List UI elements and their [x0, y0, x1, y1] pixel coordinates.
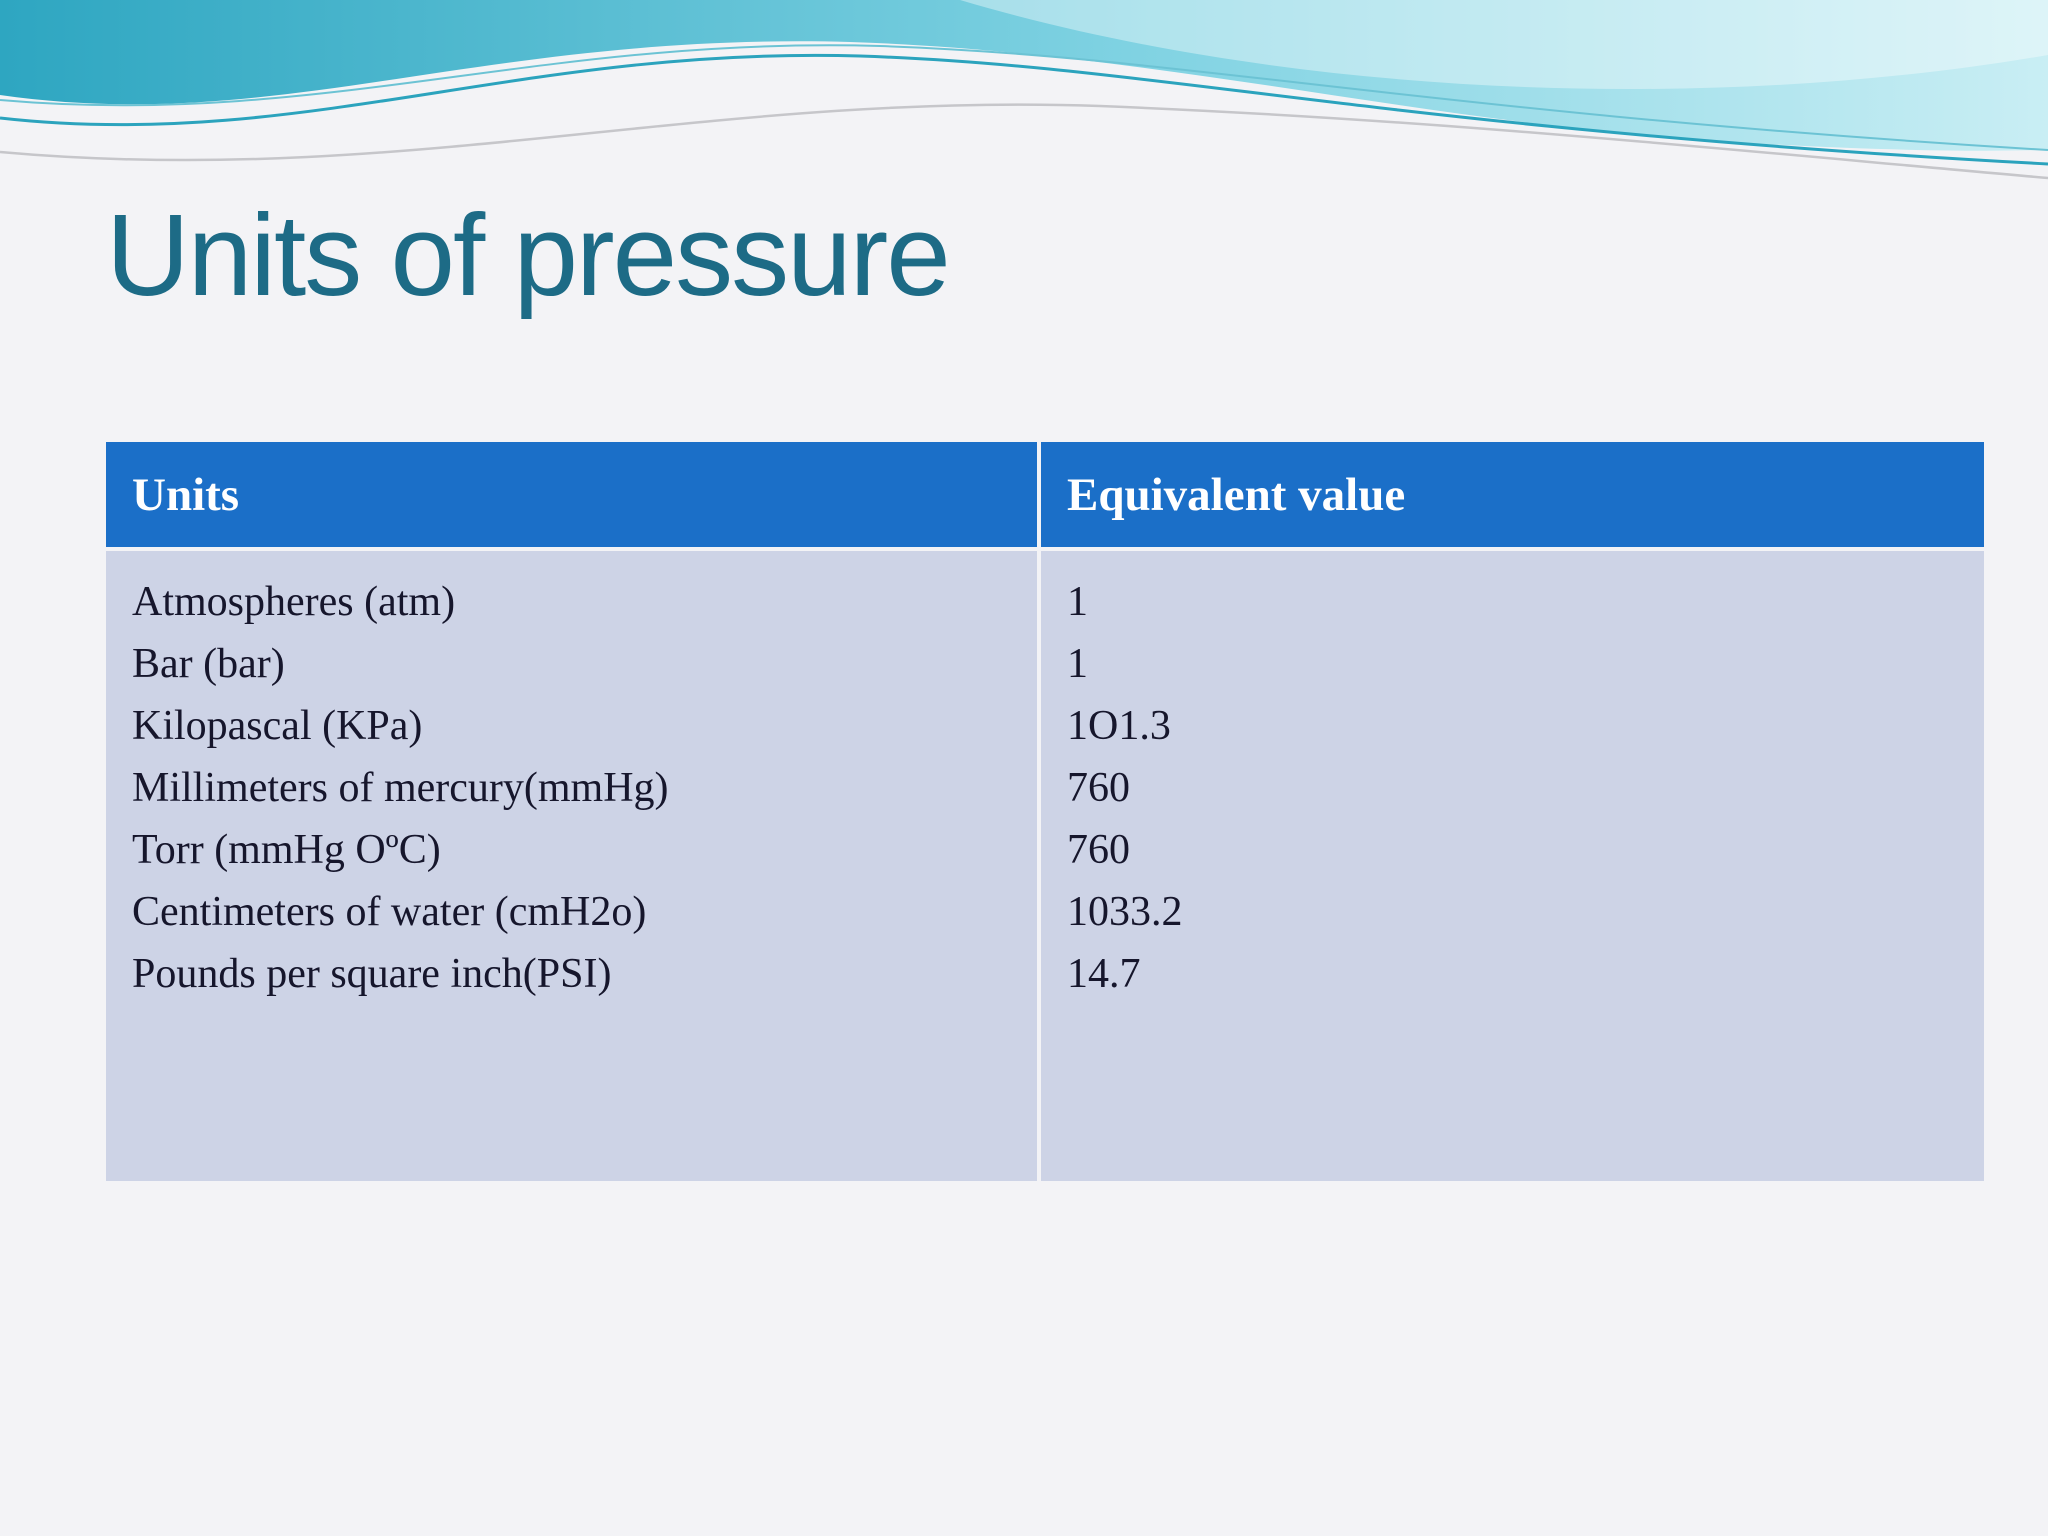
- wave-accent-line-gray: [0, 103, 2048, 180]
- units-column: Atmospheres (atm) Bar (bar) Kilopascal (KP…: [106, 551, 1037, 1181]
- table-body-row: Atmospheres (atm) Bar (bar) Kilopascal (KP…: [106, 551, 1984, 1181]
- value-cell: 14.7: [1067, 951, 1141, 997]
- unit-cell: Bar (bar): [132, 641, 285, 687]
- unit-cell: Millimeters of mercury(mmHg): [132, 765, 669, 811]
- decorative-wave-graphic: [0, 0, 2048, 260]
- values-column: 1 1 1O1.3 760 760 1033.2 14.7: [1041, 551, 1984, 1181]
- unit-cell: Atmospheres (atm): [132, 579, 456, 625]
- wave-highlight: [960, 0, 2048, 90]
- table-header-row: Units Equivalent value: [106, 442, 1984, 547]
- unit-cell: Torr (mmHg OºC): [132, 827, 441, 873]
- wave-white-sweep: [0, 41, 2048, 260]
- unit-cell: Pounds per square inch(PSI): [132, 951, 612, 997]
- unit-cell: Centimeters of water (cmH2o): [132, 889, 647, 935]
- pressure-units-table: Units Equivalent value Atmospheres (atm)…: [106, 442, 1984, 1181]
- unit-cell: Kilopascal (KPa): [132, 703, 423, 749]
- column-header-equivalent-value: Equivalent value: [1041, 442, 1984, 547]
- value-cell: 1O1.3: [1067, 703, 1171, 749]
- value-cell: 1033.2: [1067, 889, 1183, 935]
- value-cell: 1: [1067, 579, 1088, 625]
- value-cell: 1: [1067, 641, 1088, 687]
- value-cell: 760: [1067, 827, 1130, 873]
- column-header-units: Units: [106, 442, 1037, 547]
- slide-title: Units of pressure: [106, 190, 951, 320]
- wave-accent-line-teal: [0, 53, 2048, 166]
- value-cell: 760: [1067, 765, 1130, 811]
- wave-accent-line-light: [0, 44, 2048, 151]
